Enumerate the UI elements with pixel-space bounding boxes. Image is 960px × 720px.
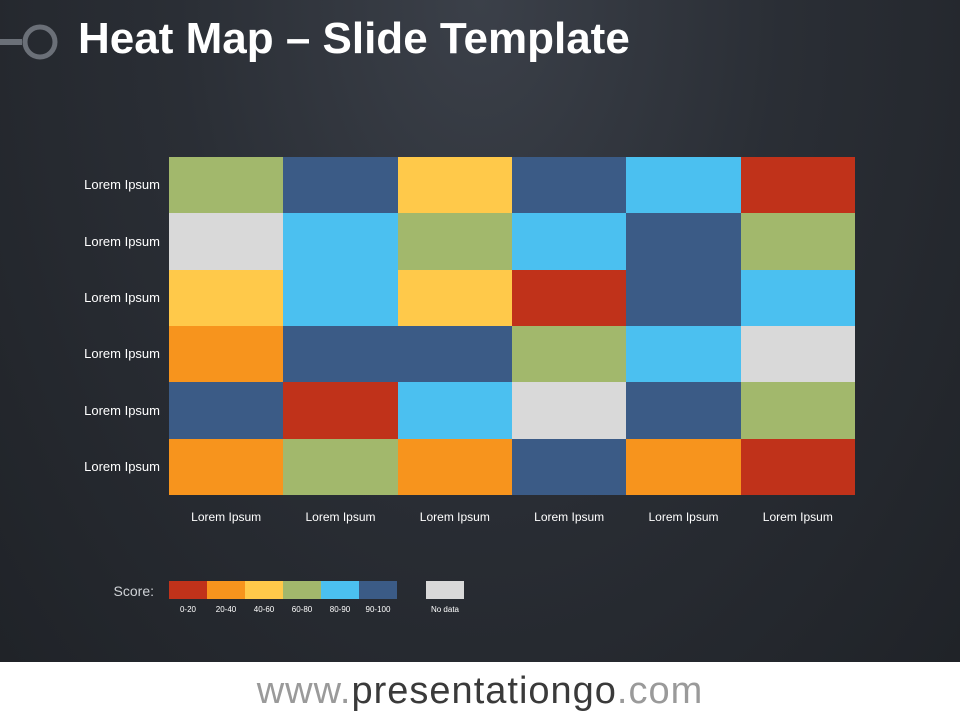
heatmap-cell bbox=[512, 269, 627, 326]
heatmap-cell bbox=[283, 326, 398, 383]
legend-swatch bbox=[207, 581, 245, 599]
column-label: Lorem Ipsum bbox=[305, 510, 376, 524]
heatmap-cell bbox=[740, 438, 855, 495]
legend-swatch bbox=[426, 581, 464, 599]
heatmap-cell bbox=[626, 157, 741, 214]
row-label: Lorem Ipsum bbox=[84, 458, 160, 474]
heatmap-cell bbox=[169, 438, 284, 495]
heatmap-cell bbox=[740, 326, 855, 383]
column-label: Lorem Ipsum bbox=[762, 510, 833, 524]
legend-swatch bbox=[245, 581, 283, 599]
heatmap-cell bbox=[397, 326, 512, 383]
heatmap-cell bbox=[283, 438, 398, 495]
footer: www.presentationgo.com bbox=[0, 662, 960, 720]
heatmap-cell bbox=[169, 269, 284, 326]
heatmap-cell bbox=[169, 213, 284, 270]
row-label: Lorem Ipsum bbox=[84, 346, 160, 362]
title-icon bbox=[0, 24, 58, 60]
heatmap-cell bbox=[626, 269, 741, 326]
legend-item-label: 60-80 bbox=[291, 605, 313, 614]
heatmap-cell bbox=[740, 213, 855, 270]
heatmap-cell bbox=[397, 157, 512, 214]
heatmap-cell bbox=[512, 326, 627, 383]
heatmap-cell bbox=[169, 326, 284, 383]
heatmap-cell bbox=[397, 269, 512, 326]
heatmap-cell bbox=[740, 157, 855, 214]
column-label: Lorem Ipsum bbox=[419, 510, 490, 524]
heatmap-cell bbox=[512, 438, 627, 495]
legend-item-label: 20-40 bbox=[215, 605, 237, 614]
footer-brand: presentationgo bbox=[351, 670, 617, 712]
footer-suffix: .com bbox=[616, 670, 704, 712]
heatmap-cell bbox=[626, 438, 741, 495]
heatmap-cell bbox=[283, 382, 398, 439]
title: Heat Map – Slide Template bbox=[78, 14, 630, 63]
legend-item-label: 80-90 bbox=[329, 605, 351, 614]
legend-swatch bbox=[359, 581, 397, 599]
column-label: Lorem Ipsum bbox=[648, 510, 719, 524]
heatmap-cell bbox=[626, 382, 741, 439]
heatmap-cell bbox=[626, 213, 741, 270]
heatmap-cell bbox=[283, 157, 398, 214]
legend-item-label: 0-20 bbox=[179, 605, 196, 614]
legend-item-label: No data bbox=[430, 605, 460, 614]
legend-item-label: 90-100 bbox=[365, 605, 391, 614]
heatmap-cell bbox=[626, 326, 741, 383]
heatmap-cell bbox=[740, 382, 855, 439]
heatmap-cell bbox=[397, 213, 512, 270]
row-label: Lorem Ipsum bbox=[84, 233, 160, 249]
heatmap-cell bbox=[169, 157, 284, 214]
row-label: Lorem Ipsum bbox=[84, 289, 160, 305]
heatmap-cell bbox=[740, 269, 855, 326]
column-label: Lorem Ipsum bbox=[534, 510, 605, 524]
heatmap-cell bbox=[512, 213, 627, 270]
heatmap-cell bbox=[283, 213, 398, 270]
heatmap-cell bbox=[283, 269, 398, 326]
column-label: Lorem Ipsum bbox=[191, 510, 262, 524]
heatmap-cell bbox=[397, 438, 512, 495]
legend-swatch bbox=[321, 581, 359, 599]
legend-swatch bbox=[169, 581, 207, 599]
legend-swatch bbox=[283, 581, 321, 599]
heatmap-cell bbox=[397, 382, 512, 439]
row-label: Lorem Ipsum bbox=[84, 177, 160, 193]
legend-label: Score: bbox=[113, 583, 154, 599]
heatmap-cell bbox=[169, 382, 284, 439]
footer-prefix: www. bbox=[256, 670, 352, 712]
heatmap-cell bbox=[512, 382, 627, 439]
heatmap-cell bbox=[512, 157, 627, 214]
legend-item-label: 40-60 bbox=[253, 605, 275, 614]
row-label: Lorem Ipsum bbox=[84, 402, 160, 418]
